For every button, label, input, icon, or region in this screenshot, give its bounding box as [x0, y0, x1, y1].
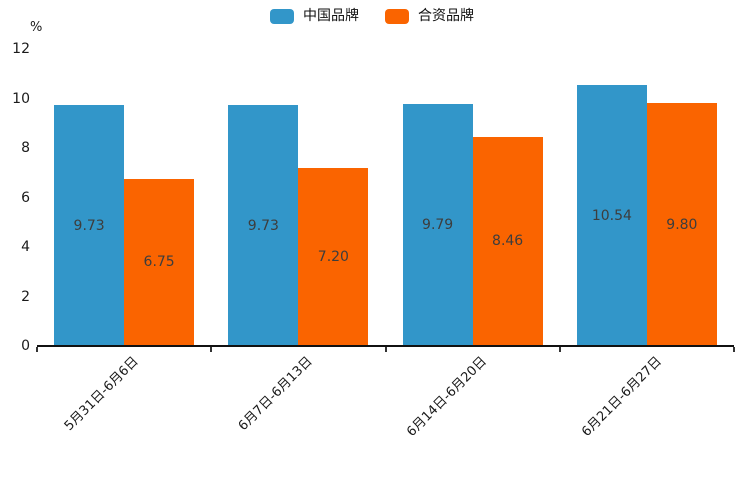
x-axis-line [37, 345, 734, 347]
y-tick-label-6: 6 [21, 189, 30, 206]
y-tick-label-8: 8 [21, 140, 30, 156]
bar-value-label: 9.73 [73, 217, 105, 234]
y-tick-label-10: 10 [12, 90, 30, 107]
bar-value-label: 9.79 [422, 216, 454, 233]
legend-swatch-joint-venture-brand [385, 8, 409, 24]
legend-item-china-brand: 中国品牌 [270, 7, 359, 25]
legend-label-china-brand: 中国品牌 [303, 8, 359, 24]
bar-value-label: 10.54 [591, 207, 632, 224]
x-category-label-0: 5月31日-6月6日 [61, 354, 142, 434]
y-tick-label-12: 12 [12, 41, 30, 57]
bar-series0-group1: 9.73 [228, 105, 299, 346]
bar-series1-group1: 7.20 [298, 167, 369, 346]
bar-value-label: 9.73 [247, 217, 279, 234]
bar-value-label: 9.80 [666, 216, 698, 233]
bar-series1-group0: 6.75 [124, 178, 195, 346]
bar-series1-group3: 9.80 [646, 103, 717, 346]
bar-series0-group3: 10.54 [576, 85, 647, 346]
x-axis-tick [384, 347, 387, 352]
y-tick-label-4: 4 [21, 239, 30, 255]
bar-value-label: 7.20 [317, 248, 349, 265]
bar-value-label: 6.75 [143, 254, 175, 271]
x-axis-tick [558, 347, 561, 352]
legend: 中国品牌 合资品牌 [0, 7, 744, 25]
y-tick-label-2: 2 [21, 288, 30, 305]
y-tick-label-0: 0 [21, 338, 30, 354]
bar-series1-group2: 8.46 [472, 136, 543, 346]
legend-item-joint-venture-brand: 合资品牌 [385, 7, 474, 25]
bar-value-label: 8.46 [492, 233, 524, 250]
bar-series0-group2: 9.79 [402, 103, 473, 346]
legend-swatch-china-brand [270, 8, 294, 24]
x-category-label-3: 6月21日-6月27日 [578, 354, 665, 440]
y-axis-unit-label: % [30, 20, 43, 35]
x-axis-tick [733, 347, 735, 352]
x-axis-tick [210, 347, 213, 352]
x-category-label-2: 6月14日-6月20日 [404, 354, 491, 440]
legend-label-joint-venture-brand: 合资品牌 [418, 8, 474, 24]
bar-series0-group0: 9.73 [54, 105, 125, 346]
x-category-label-1: 6月7日-6月13日 [236, 354, 316, 434]
x-axis-tick [36, 347, 38, 352]
